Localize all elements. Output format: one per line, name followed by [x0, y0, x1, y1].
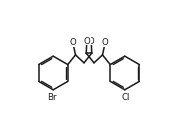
Text: O: O: [88, 36, 95, 45]
Text: Cl: Cl: [122, 92, 130, 101]
Text: O: O: [83, 36, 90, 45]
Text: O: O: [69, 38, 76, 47]
Text: O: O: [102, 38, 109, 47]
Text: Br: Br: [48, 92, 57, 101]
